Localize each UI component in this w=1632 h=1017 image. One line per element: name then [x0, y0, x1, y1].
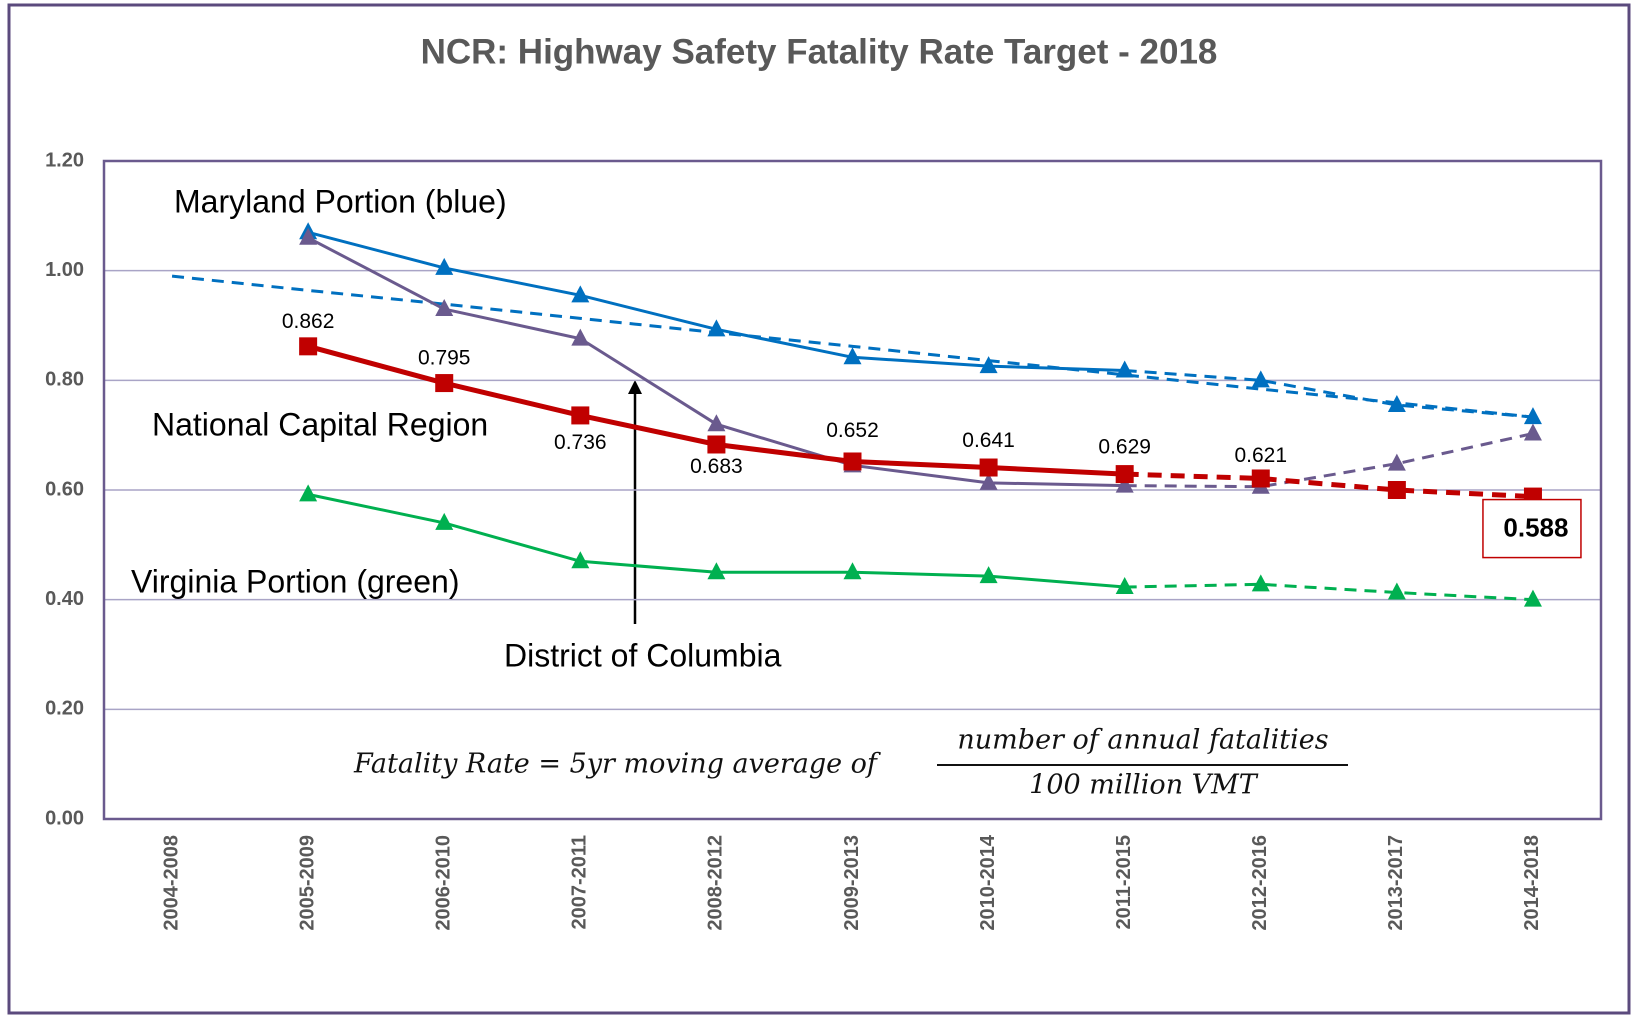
marker	[843, 452, 862, 471]
y-tick-label: 0.40	[45, 588, 84, 610]
marker	[707, 414, 726, 432]
formula-denominator: 100 million VMT	[1029, 770, 1259, 801]
x-tick-label: 2012-2016	[1249, 835, 1271, 931]
data-label: 0.736	[554, 431, 607, 454]
frame	[7, 3, 1631, 1015]
data-label: 0.621	[1234, 444, 1287, 467]
series-line	[1124, 582, 1534, 602]
marker	[1115, 360, 1134, 378]
y-tick-label: 0.20	[45, 698, 84, 720]
marker	[843, 347, 862, 365]
marker	[979, 356, 998, 374]
formula-lhs: Fatality Rate = 5yr moving average of	[353, 749, 881, 780]
marker	[435, 257, 454, 275]
marker	[1387, 582, 1406, 600]
marker	[299, 484, 318, 502]
x-tick-label: 2014-2018	[1521, 835, 1543, 931]
marker	[1523, 589, 1542, 607]
y-tick-label: 1.00	[45, 259, 84, 281]
x-tick-label: 2013-2017	[1385, 835, 1407, 931]
y-tick-label: 1.20	[45, 149, 84, 171]
data-label: 0.588	[1503, 512, 1568, 542]
series-label: Virginia Portion (green)	[131, 563, 459, 599]
marker	[707, 435, 726, 454]
series-label: Maryland Portion (blue)	[174, 183, 507, 219]
series-label: National Capital Region	[152, 406, 488, 442]
x-tick-label: 2006-2010	[433, 835, 455, 931]
x-tick-label: 2009-2013	[841, 835, 863, 931]
x-tick-label: 2005-2009	[296, 835, 318, 931]
marker	[707, 319, 726, 337]
x-tick-label: 2010-2014	[977, 834, 999, 931]
series-line	[171, 274, 1534, 419]
label-box	[1482, 498, 1582, 559]
data-label: 0.862	[282, 310, 335, 333]
marker	[299, 337, 318, 356]
marker	[1115, 577, 1134, 595]
formula-numerator: number of annual fatalities	[957, 725, 1328, 756]
marker	[571, 328, 590, 346]
marker	[707, 562, 726, 580]
marker	[1387, 481, 1406, 499]
marker	[571, 551, 590, 569]
y-tick-label: 0.60	[45, 478, 84, 500]
marker	[299, 227, 318, 245]
marker	[1523, 407, 1542, 425]
data-label: 0.652	[826, 419, 879, 442]
arrow-head	[628, 380, 642, 394]
marker	[1115, 465, 1134, 484]
y-tick-label: 0.80	[45, 369, 84, 391]
marker	[979, 566, 998, 584]
series-label: District of Columbia	[504, 637, 782, 673]
series-line	[1124, 432, 1534, 489]
data-label: 0.641	[962, 429, 1015, 452]
y-tick-label: 0.00	[45, 807, 84, 829]
chart-title: NCR: Highway Safety Fatality Rate Target…	[421, 32, 1218, 71]
marker	[843, 562, 862, 580]
x-tick-label: 2007-2011	[569, 835, 591, 930]
marker	[1251, 469, 1270, 488]
data-label: 0.683	[690, 455, 743, 478]
marker	[1387, 453, 1406, 471]
plot-border	[102, 159, 1603, 821]
x-tick-label: 2011-2015	[1113, 835, 1135, 930]
marker	[435, 299, 454, 317]
marker	[571, 406, 590, 425]
series-line	[1124, 368, 1534, 419]
x-tick-label: 2008-2012	[705, 835, 727, 931]
data-label: 0.795	[418, 347, 471, 370]
marker	[1251, 370, 1270, 388]
marker	[979, 472, 998, 490]
marker	[1523, 423, 1542, 441]
marker	[1387, 395, 1406, 413]
marker	[571, 285, 590, 303]
marker	[979, 458, 998, 477]
marker	[1115, 475, 1134, 493]
marker	[1251, 574, 1270, 592]
data-label: 0.629	[1098, 436, 1151, 459]
x-tick-label: 2004-2008	[160, 835, 182, 931]
marker	[435, 512, 454, 530]
marker	[435, 374, 454, 393]
